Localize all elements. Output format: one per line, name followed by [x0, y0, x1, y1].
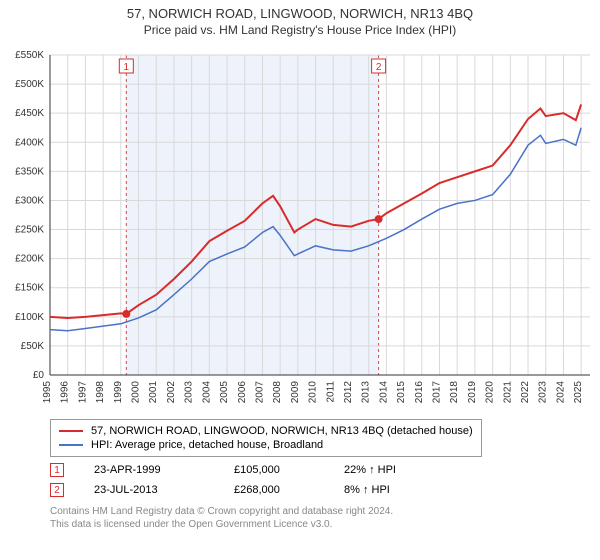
chart-subtitle: Price paid vs. HM Land Registry's House …	[0, 23, 600, 37]
sale-row: 2 23-JUL-2013 £268,000 8% ↑ HPI	[50, 483, 550, 497]
x-tick-label: 2003	[184, 381, 195, 404]
y-tick-label: £200K	[15, 254, 44, 265]
y-tick-label: £100K	[15, 312, 44, 323]
x-tick-label: 1999	[113, 381, 124, 404]
sale-point	[375, 215, 383, 223]
y-tick-label: £300K	[15, 195, 44, 206]
sale-price: £105,000	[234, 464, 314, 476]
y-tick-label: £0	[33, 370, 45, 381]
chart-title: 57, NORWICH ROAD, LINGWOOD, NORWICH, NR1…	[0, 6, 600, 21]
sale-date: 23-JUL-2013	[94, 484, 204, 496]
x-tick-label: 2000	[131, 381, 142, 404]
x-tick-label: 2008	[272, 381, 283, 404]
x-tick-label: 2001	[148, 381, 159, 404]
y-tick-label: £250K	[15, 225, 44, 236]
y-tick-label: £400K	[15, 137, 44, 148]
x-tick-label: 2023	[538, 381, 549, 404]
x-tick-label: 2011	[325, 381, 336, 403]
x-tick-label: 1996	[60, 381, 71, 404]
x-tick-label: 1997	[77, 381, 88, 404]
legend-row: HPI: Average price, detached house, Broa…	[59, 438, 473, 452]
sales-list: 1 23-APR-1999 £105,000 22% ↑ HPI 2 23-JUL-201…	[50, 463, 550, 497]
chart-container: 57, NORWICH ROAD, LINGWOOD, NORWICH, NR1…	[0, 0, 600, 531]
sale-label-num: 1	[124, 62, 130, 73]
x-tick-label: 2004	[201, 381, 212, 404]
sale-marker: 2	[50, 483, 64, 497]
legend-box: 57, NORWICH ROAD, LINGWOOD, NORWICH, NR1…	[50, 419, 482, 457]
x-tick-label: 2014	[378, 381, 389, 404]
sale-label-num: 2	[376, 62, 382, 73]
sale-band	[126, 55, 378, 375]
x-tick-label: 2024	[555, 381, 566, 404]
y-tick-label: £500K	[15, 79, 44, 90]
titles-block: 57, NORWICH ROAD, LINGWOOD, NORWICH, NR1…	[0, 0, 600, 37]
y-tick-label: £350K	[15, 166, 44, 177]
x-tick-label: 2017	[432, 381, 443, 404]
sale-row: 1 23-APR-1999 £105,000 22% ↑ HPI	[50, 463, 550, 477]
x-tick-label: 2002	[166, 381, 177, 404]
y-tick-label: £150K	[15, 283, 44, 294]
sale-hpi: 22% ↑ HPI	[344, 464, 434, 476]
sale-price: £268,000	[234, 484, 314, 496]
legend-row: 57, NORWICH ROAD, LINGWOOD, NORWICH, NR1…	[59, 424, 473, 438]
x-tick-label: 2022	[520, 381, 531, 404]
x-tick-label: 2009	[290, 381, 301, 404]
legend-swatch	[59, 444, 83, 446]
x-tick-label: 2010	[308, 381, 319, 404]
y-tick-label: £550K	[15, 50, 44, 61]
y-tick-label: £450K	[15, 108, 44, 119]
sale-point	[122, 310, 130, 318]
x-tick-label: 2021	[502, 381, 513, 404]
x-tick-label: 2020	[485, 381, 496, 404]
x-tick-label: 1998	[95, 381, 106, 404]
legend-swatch	[59, 430, 83, 432]
x-tick-label: 2015	[396, 381, 407, 404]
x-tick-label: 2005	[219, 381, 230, 404]
x-tick-label: 2019	[467, 381, 478, 404]
attribution-text: Contains HM Land Registry data © Crown c…	[50, 505, 550, 531]
x-tick-label: 2013	[361, 381, 372, 404]
chart-svg: £0 £50K £100K £150K £200K £250K £300K £350K £400…	[0, 45, 600, 415]
footer: 57, NORWICH ROAD, LINGWOOD, NORWICH, NR1…	[0, 415, 600, 531]
x-tick-label: 2018	[449, 381, 460, 404]
x-tick-label: 2006	[237, 381, 248, 404]
sale-hpi: 8% ↑ HPI	[344, 484, 434, 496]
legend-label: HPI: Average price, detached house, Broa…	[91, 439, 323, 451]
x-tick-label: 2007	[254, 381, 265, 404]
x-tick-label: 2025	[573, 381, 584, 404]
x-tick-label: 2016	[414, 381, 425, 404]
legend-label: 57, NORWICH ROAD, LINGWOOD, NORWICH, NR1…	[91, 425, 473, 437]
chart-area: £0 £50K £100K £150K £200K £250K £300K £350K £400…	[0, 45, 600, 415]
sale-marker: 1	[50, 463, 64, 477]
x-tick-label: 1995	[42, 381, 53, 404]
sale-date: 23-APR-1999	[94, 464, 204, 476]
x-tick-label: 2012	[343, 381, 354, 404]
y-tick-label: £50K	[21, 341, 45, 352]
